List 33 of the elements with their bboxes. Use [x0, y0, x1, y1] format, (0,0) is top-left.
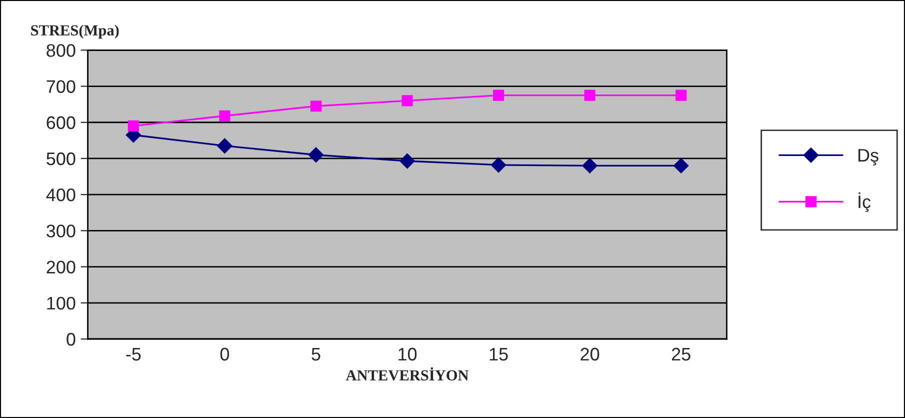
x-tick-label: 20	[580, 348, 600, 361]
point	[217, 138, 232, 154]
point	[582, 158, 598, 174]
point	[310, 100, 322, 112]
y-axis-title: STRES(Mpa)	[31, 24, 119, 39]
y-tick-label: 0	[66, 332, 76, 346]
point	[219, 110, 230, 122]
x-tick-label: 0	[220, 348, 230, 361]
x-tick-label: -5	[126, 348, 141, 361]
y-tick-label: 300	[46, 224, 76, 238]
y-tick-label: 200	[46, 260, 76, 274]
x-tick-label: 5	[312, 348, 320, 361]
legend-label: İç	[858, 192, 871, 212]
x-tick-label: 25	[672, 348, 690, 361]
point	[584, 90, 596, 101]
y-tick-label: 800	[46, 44, 76, 57]
y-tick-label: 400	[46, 188, 76, 202]
y-tick-label: 100	[47, 296, 76, 310]
point	[402, 95, 413, 106]
x-tick-label: 15	[490, 348, 508, 361]
legend-label: Dş	[858, 149, 878, 166]
point	[674, 158, 689, 174]
point	[308, 147, 324, 162]
point	[128, 120, 139, 132]
point	[676, 90, 687, 101]
y-tick-label: 600	[46, 116, 76, 130]
y-tick-label: 700	[46, 80, 76, 93]
y-tick-label: 500	[46, 152, 76, 166]
point	[492, 90, 504, 101]
x-axis-title: ANTEVERSİYON	[346, 367, 469, 381]
point	[490, 157, 506, 173]
x-tick-label: 10	[398, 348, 417, 361]
point	[400, 153, 415, 169]
